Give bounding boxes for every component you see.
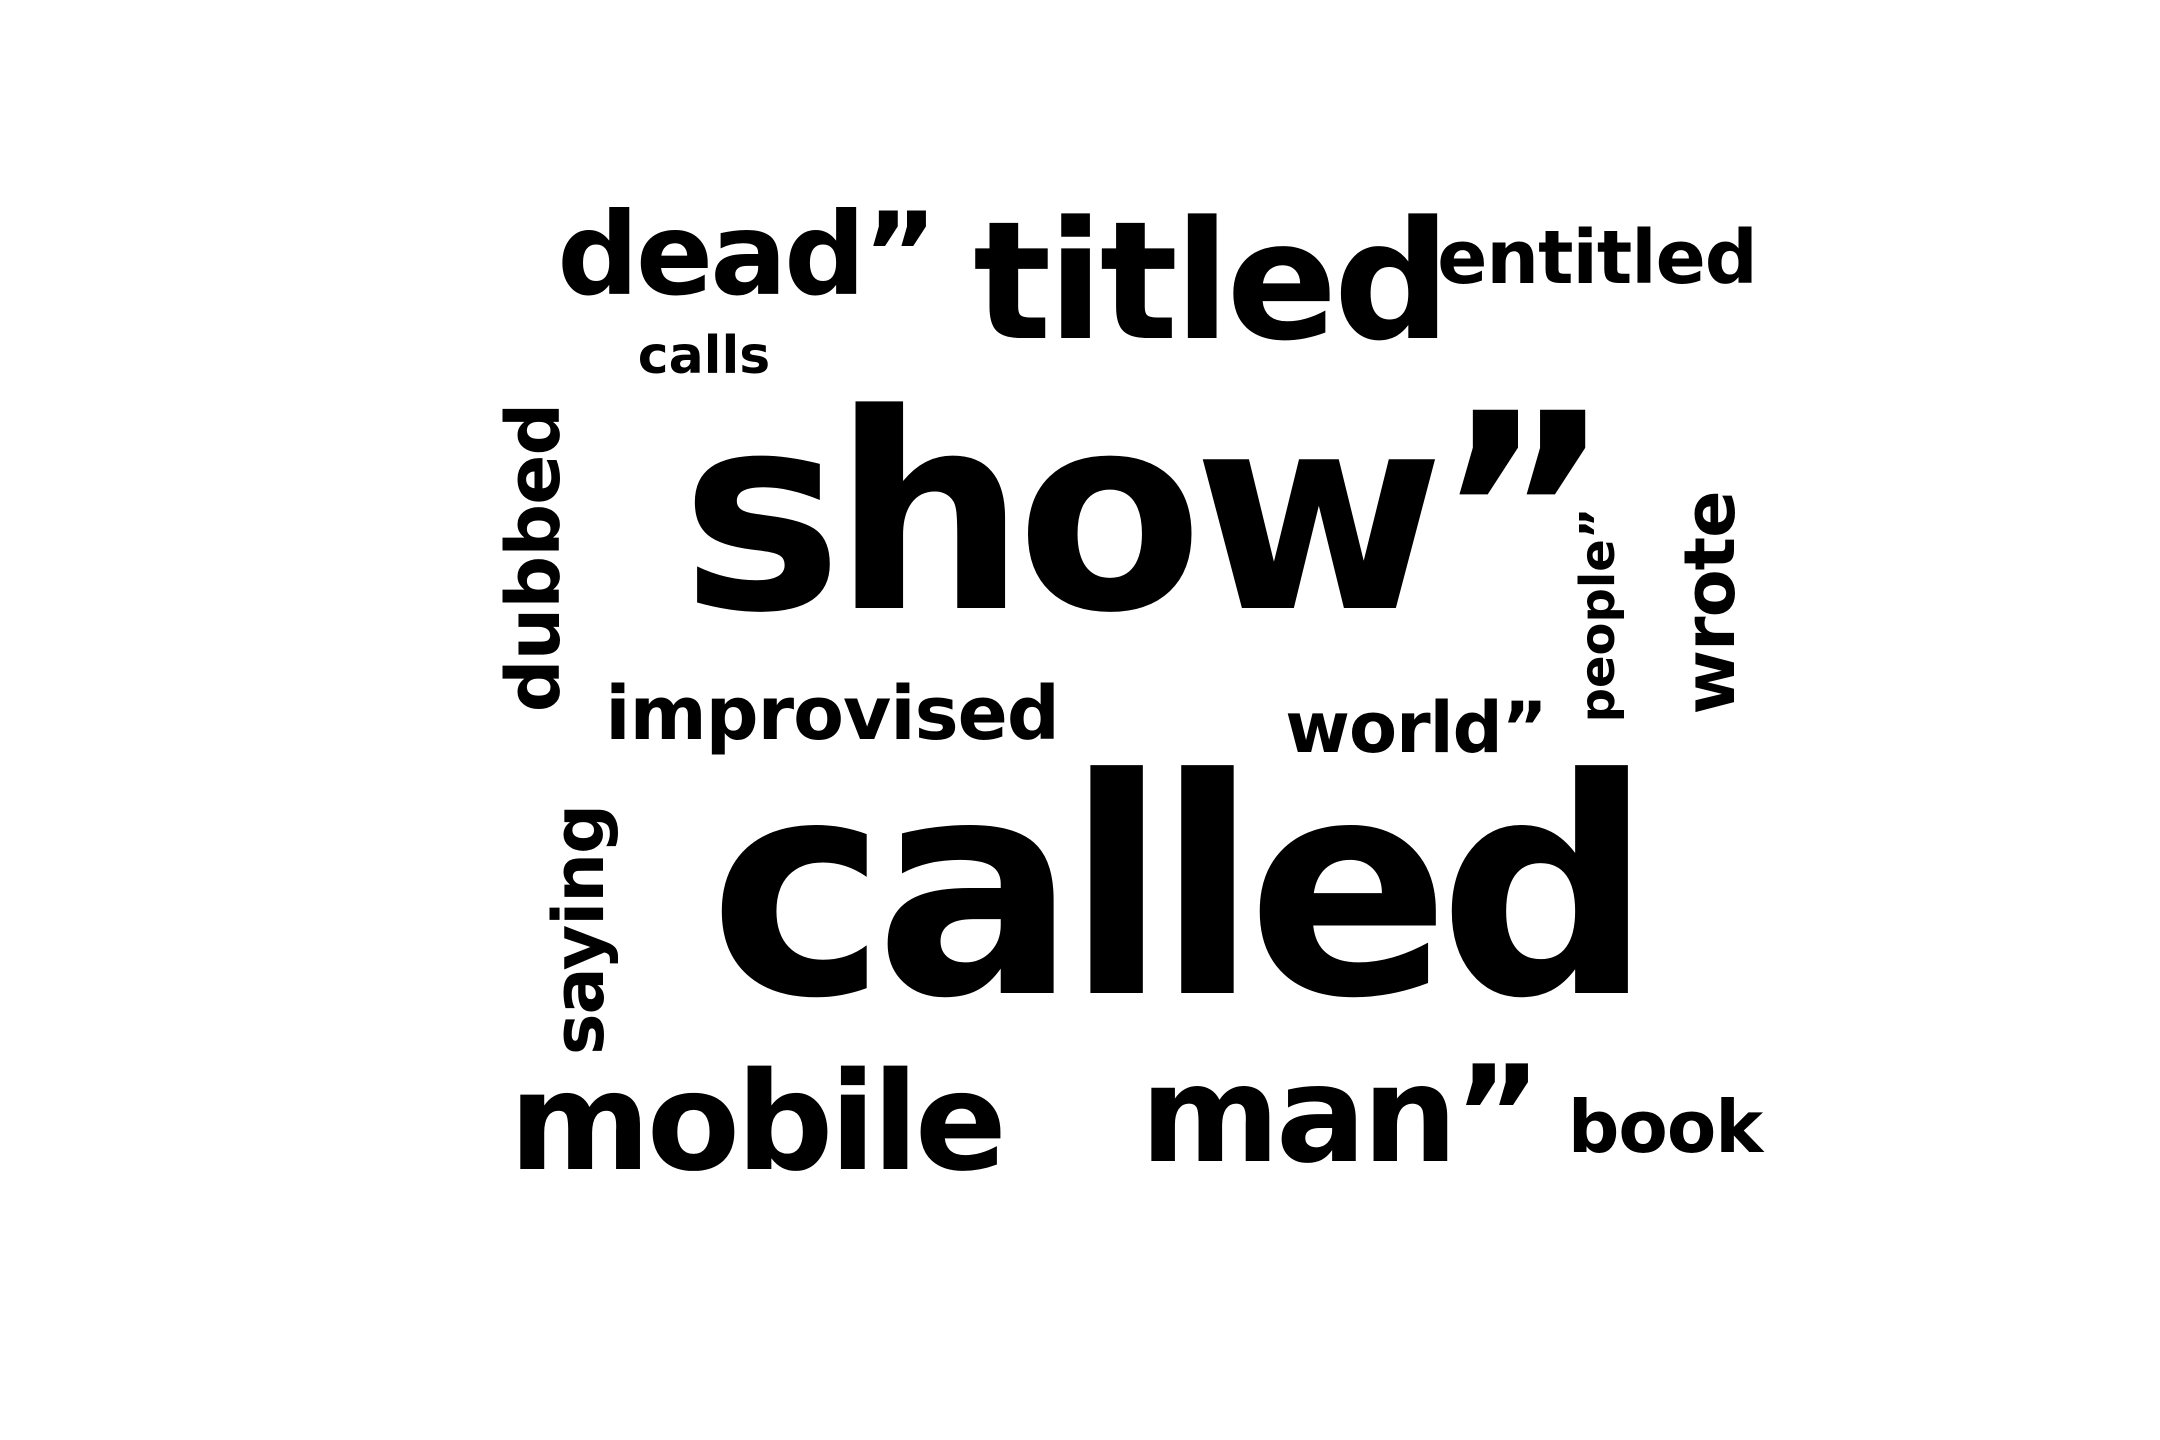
word-entitled: entitled (1437, 215, 1758, 301)
word-wrote: wrote (1669, 491, 1751, 715)
word-man: man” (1140, 1037, 1542, 1193)
word-people: people” (1570, 507, 1626, 723)
word-dead: dead” (557, 188, 937, 321)
word-calls: calls (637, 326, 771, 386)
word-show: show” (680, 357, 1613, 673)
word-world: world” (1285, 687, 1547, 769)
word-saying: saying (538, 804, 620, 1056)
word-called: called (708, 715, 1653, 1064)
word-book: book (1567, 1085, 1763, 1169)
word-improvised: improvised (605, 671, 1060, 757)
word-dubbed: dubbed (491, 403, 577, 713)
word-titled: titled (973, 186, 1451, 377)
word-mobile: mobile (509, 1044, 1007, 1202)
